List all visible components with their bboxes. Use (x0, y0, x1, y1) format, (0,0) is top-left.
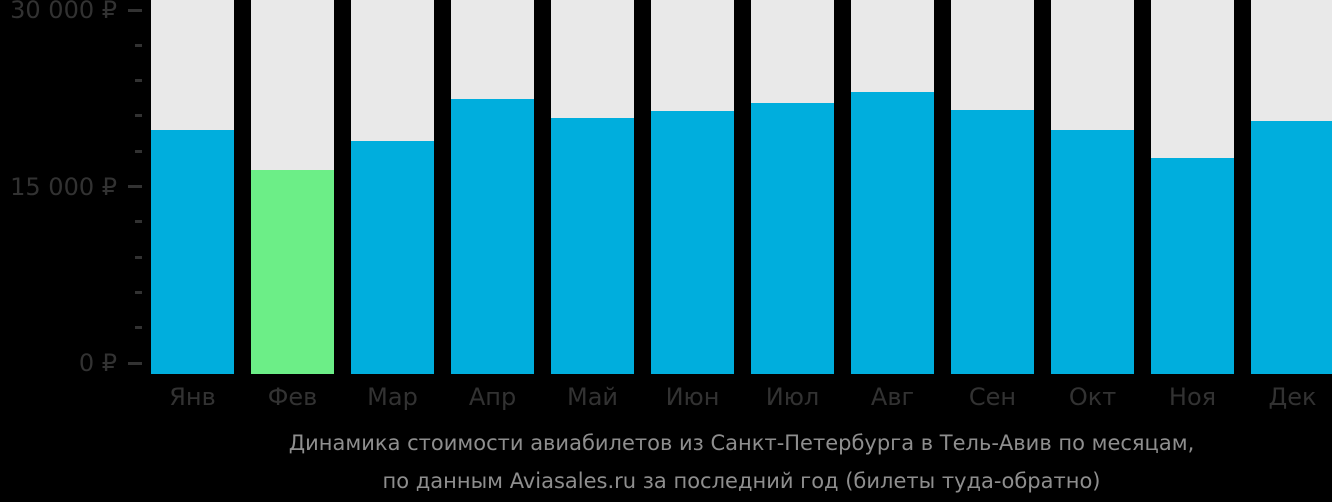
y-axis-minor-tick (135, 290, 142, 294)
x-axis-label-apr: Апр (468, 383, 517, 411)
x-axis-label-aug: Авг (870, 383, 915, 411)
bar-oct (1051, 130, 1134, 374)
x-axis-label-nov: Ноя (1168, 383, 1217, 411)
caption-line-1: Динамика стоимости авиабилетов из Санкт-… (288, 431, 1195, 455)
x-axis-label-sep: Сен (968, 383, 1017, 411)
y-axis-minor-tick (135, 149, 142, 153)
bar-track-oct (1051, 0, 1134, 374)
bar-track-may (551, 0, 634, 374)
y-axis-major-tick (128, 361, 142, 365)
y-axis-minor-tick (135, 114, 142, 118)
bar-may (551, 118, 634, 374)
y-axis-minor-tick (135, 220, 142, 224)
bar-track-mar (351, 0, 434, 374)
y-axis-minor-tick (135, 255, 142, 259)
bar-aug (851, 92, 934, 374)
y-axis-major-tick (128, 185, 142, 188)
bar-track-nov (1151, 0, 1234, 374)
bar-jul (751, 103, 834, 374)
bar-track-feb (251, 0, 334, 374)
y-axis-minor-tick (135, 79, 142, 83)
bar-sep (951, 110, 1034, 374)
x-axis-label-jul: Июл (765, 383, 820, 411)
y-axis-label: 30 000 ₽ (10, 0, 117, 24)
x-axis-label-dec: Дек (1268, 383, 1317, 411)
y-axis-minor-tick (135, 326, 142, 330)
bar-apr (451, 99, 534, 374)
bar-jun (651, 111, 734, 374)
bar-feb (251, 170, 334, 374)
y-axis-minor-tick (135, 43, 142, 47)
x-axis-label-jan: Янв (169, 383, 216, 411)
y-axis-major-tick (128, 8, 142, 12)
bar-track-dec (1251, 0, 1332, 374)
x-axis-label-jun: Июн (665, 383, 720, 411)
x-axis-label-feb: Фев (267, 383, 318, 411)
x-axis-label-mar: Мар (367, 383, 418, 411)
bar-nov (1151, 158, 1234, 374)
bar-track-apr (451, 0, 534, 374)
bar-track-aug (851, 0, 934, 374)
bar-track-jul (751, 0, 834, 374)
y-axis-label: 0 ₽ (78, 349, 117, 377)
bar-track-jan (151, 0, 234, 374)
bar-jan (151, 130, 234, 374)
caption-line-2: по данным Aviasales.ru за последний год … (382, 469, 1101, 493)
bar-dec (1251, 121, 1332, 374)
x-axis-label-may: Май (566, 383, 618, 411)
x-axis-label-oct: Окт (1068, 383, 1117, 411)
plot-area: 0 ₽ 15 000 ₽ 30 000 ₽ Янв Фев Мар Апр Май Июн Июл… (10, 0, 1332, 411)
bar-track-jun (651, 0, 734, 374)
bar-mar (351, 141, 434, 374)
y-axis-label: 15 000 ₽ (10, 172, 117, 201)
bar-track-sep (951, 0, 1034, 374)
